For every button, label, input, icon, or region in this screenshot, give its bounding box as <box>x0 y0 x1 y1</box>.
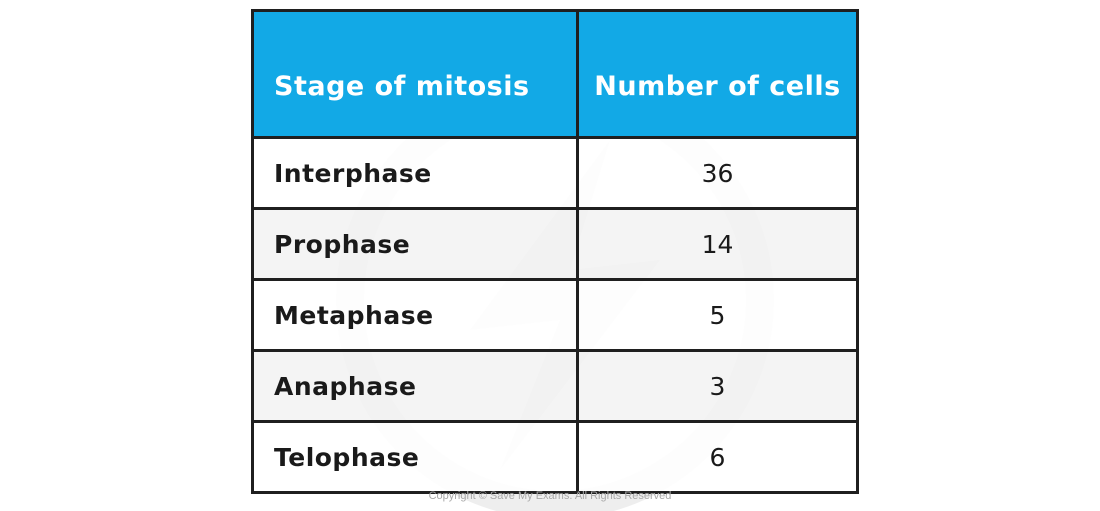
table-row: Anaphase 3 <box>251 349 859 423</box>
header-number-of-cells: Number of cells <box>576 9 859 139</box>
stage-cell: Telophase <box>251 420 579 494</box>
count-cell: 3 <box>576 349 859 423</box>
stage-cell: Interphase <box>251 136 579 210</box>
mitosis-table: Stage of mitosis Number of cells Interph… <box>251 9 859 494</box>
table-header-row: Stage of mitosis Number of cells <box>251 9 859 139</box>
stage-cell: Prophase <box>251 207 579 281</box>
stage-cell: Metaphase <box>251 278 579 352</box>
copyright-notice: Copyright © Save My Exams. All Rights Re… <box>428 490 672 502</box>
count-cell: 6 <box>576 420 859 494</box>
table-row: Telophase 6 <box>251 420 859 494</box>
table-row: Prophase 14 <box>251 207 859 281</box>
stage-cell: Anaphase <box>251 349 579 423</box>
header-stage-of-mitosis: Stage of mitosis <box>251 9 579 139</box>
table-row: Interphase 36 <box>251 136 859 210</box>
table-row: Metaphase 5 <box>251 278 859 352</box>
count-cell: 5 <box>576 278 859 352</box>
count-cell: 14 <box>576 207 859 281</box>
count-cell: 36 <box>576 136 859 210</box>
